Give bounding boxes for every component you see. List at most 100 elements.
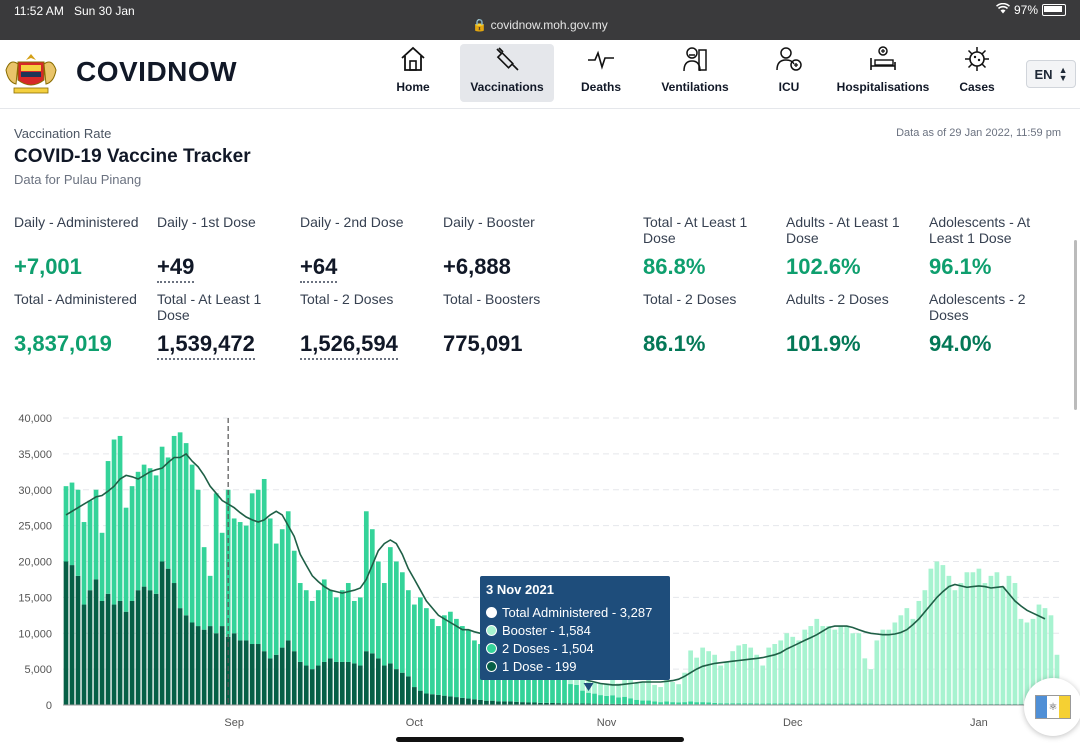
stat-value: 3,837,019	[14, 331, 112, 356]
bar-2-doses	[147, 468, 153, 591]
language-select[interactable]: EN ▲ ▼	[1026, 60, 1076, 88]
stat-label: Daily - Administered	[14, 214, 139, 230]
penang-flag-icon: ⚛	[1035, 695, 1071, 719]
stat-value[interactable]: 1,526,594	[300, 331, 398, 360]
stat-label: Total - 2 Doses	[300, 291, 394, 307]
stat-value[interactable]: +64	[300, 254, 338, 283]
state-flag-button[interactable]: ⚛	[1024, 678, 1080, 736]
stat-value[interactable]: +49	[157, 254, 195, 283]
bar-2-doses	[532, 659, 537, 703]
tooltip-date: 3 Nov 2021	[486, 582, 554, 597]
bar-2-doses	[904, 703, 910, 705]
bar-2-doses	[309, 600, 315, 670]
address-bar[interactable]: 🔒 covidnow.moh.gov.my	[0, 18, 1080, 32]
bar-2-doses	[243, 525, 249, 641]
bar-2-doses	[730, 703, 736, 705]
bar-2-doses	[321, 579, 327, 662]
bar-2-doses	[934, 703, 940, 705]
bar-1-dose	[189, 622, 195, 705]
bar-1-dose	[442, 695, 447, 705]
battery-indicator: 97%	[995, 2, 1066, 17]
stat-adults-at-least-1-pct: Adults - At Least 1 Dose 102.6%	[786, 214, 921, 280]
bar-1-dose	[393, 669, 399, 705]
tooltip-row-booster: Booster - 1,584	[486, 621, 664, 639]
bar-2-doses	[387, 547, 393, 664]
bar-1-dose	[321, 661, 327, 705]
vaccination-chart[interactable]: 40,000 35,000 30,000 25,000 20,000 15,000 10,0…	[0, 400, 1080, 738]
pulse-icon	[588, 50, 614, 70]
nav-home[interactable]: Home	[366, 44, 460, 102]
bar-1-dose	[484, 700, 489, 705]
select-arrows-icon: ▲ ▼	[1058, 65, 1068, 83]
bar-2-doses	[868, 703, 874, 705]
bar-2-doses	[826, 703, 832, 705]
bar-2-doses	[568, 684, 573, 704]
bar-1-dose	[123, 611, 129, 705]
stat-daily-booster: Daily - Booster +6,888	[443, 214, 578, 280]
bar-1-dose	[147, 590, 153, 705]
bar-booster	[934, 561, 940, 704]
bar-2-doses	[862, 703, 868, 705]
stat-total-2-doses-count: Total - 2 Doses 1,526,594	[300, 291, 435, 360]
home-indicator[interactable]	[396, 737, 684, 742]
stat-daily-administered: Daily - Administered +7,001	[14, 214, 149, 280]
bar-1-dose	[231, 633, 237, 705]
bar-1-dose	[424, 693, 429, 705]
bar-booster	[1000, 586, 1006, 704]
nav-vaccinations-label: Vaccinations	[470, 80, 544, 94]
bar-1-dose	[460, 697, 465, 705]
bar-2-doses	[682, 702, 687, 705]
bar-1-dose	[375, 658, 381, 705]
bar-2-doses	[622, 696, 627, 704]
stat-value: 94.0%	[929, 331, 992, 356]
nav-icu[interactable]: ICU	[742, 44, 836, 102]
bar-2-doses	[393, 561, 399, 670]
page-scrollbar[interactable]	[1074, 240, 1077, 410]
bar-booster	[790, 636, 796, 704]
bar-booster	[1042, 608, 1048, 704]
bar-2-doses	[808, 703, 814, 705]
bar-1-dose	[309, 669, 315, 705]
stat-value[interactable]: 1,539,472	[157, 331, 255, 360]
stat-total-at-least-1-count: Total - At Least 1 Dose 1,539,472	[157, 291, 292, 360]
bar-booster	[688, 650, 693, 702]
nav-hospitalisations-label: Hospitalisations	[836, 80, 930, 94]
y-tick-label: 15,000	[18, 592, 52, 604]
bar-2-doses	[838, 703, 844, 705]
brand-title[interactable]: COVIDNOW	[76, 56, 238, 87]
coat-of-arms-logo[interactable]	[2, 50, 60, 96]
bar-1-dose	[418, 690, 423, 705]
bar-1-dose	[454, 697, 459, 705]
bar-1-dose	[339, 661, 345, 705]
nav-ventilations[interactable]: Ventilations	[648, 44, 742, 102]
nav-vaccinations[interactable]: Vaccinations	[460, 44, 554, 102]
stat-adults-2-doses-pct: Adults - 2 Doses 101.9%	[786, 291, 921, 357]
bar-1-dose	[568, 703, 573, 705]
bar-1-dose	[502, 701, 507, 705]
bar-1-dose	[526, 702, 531, 705]
nav-hospitalisations[interactable]: Hospitalisations	[836, 44, 930, 102]
stat-label: Total - At Least 1 Dose	[157, 291, 262, 323]
stat-value: 102.6%	[786, 254, 861, 279]
bar-booster	[784, 633, 790, 704]
bar-booster	[820, 626, 826, 704]
bar-1-dose	[387, 663, 393, 705]
bar-2-doses	[958, 703, 964, 705]
bar-1-dose	[556, 703, 561, 705]
stat-value: +6,888	[443, 254, 511, 279]
bar-2-doses	[922, 703, 928, 705]
bar-2-doses	[430, 618, 435, 695]
nav-cases[interactable]: Cases	[930, 44, 1024, 102]
bar-2-doses	[267, 518, 273, 659]
bar-1-dose	[75, 575, 81, 705]
bar-booster	[862, 658, 868, 704]
bar-1-dose	[273, 654, 279, 705]
bar-2-doses	[628, 698, 633, 704]
nav-deaths[interactable]: Deaths	[554, 44, 648, 102]
bar-1-dose	[69, 565, 75, 705]
bar-2-doses	[952, 703, 958, 705]
bar-2-doses	[880, 703, 886, 705]
bar-booster	[604, 683, 609, 696]
bar-2-doses	[1018, 703, 1024, 705]
bar-booster	[964, 572, 970, 704]
